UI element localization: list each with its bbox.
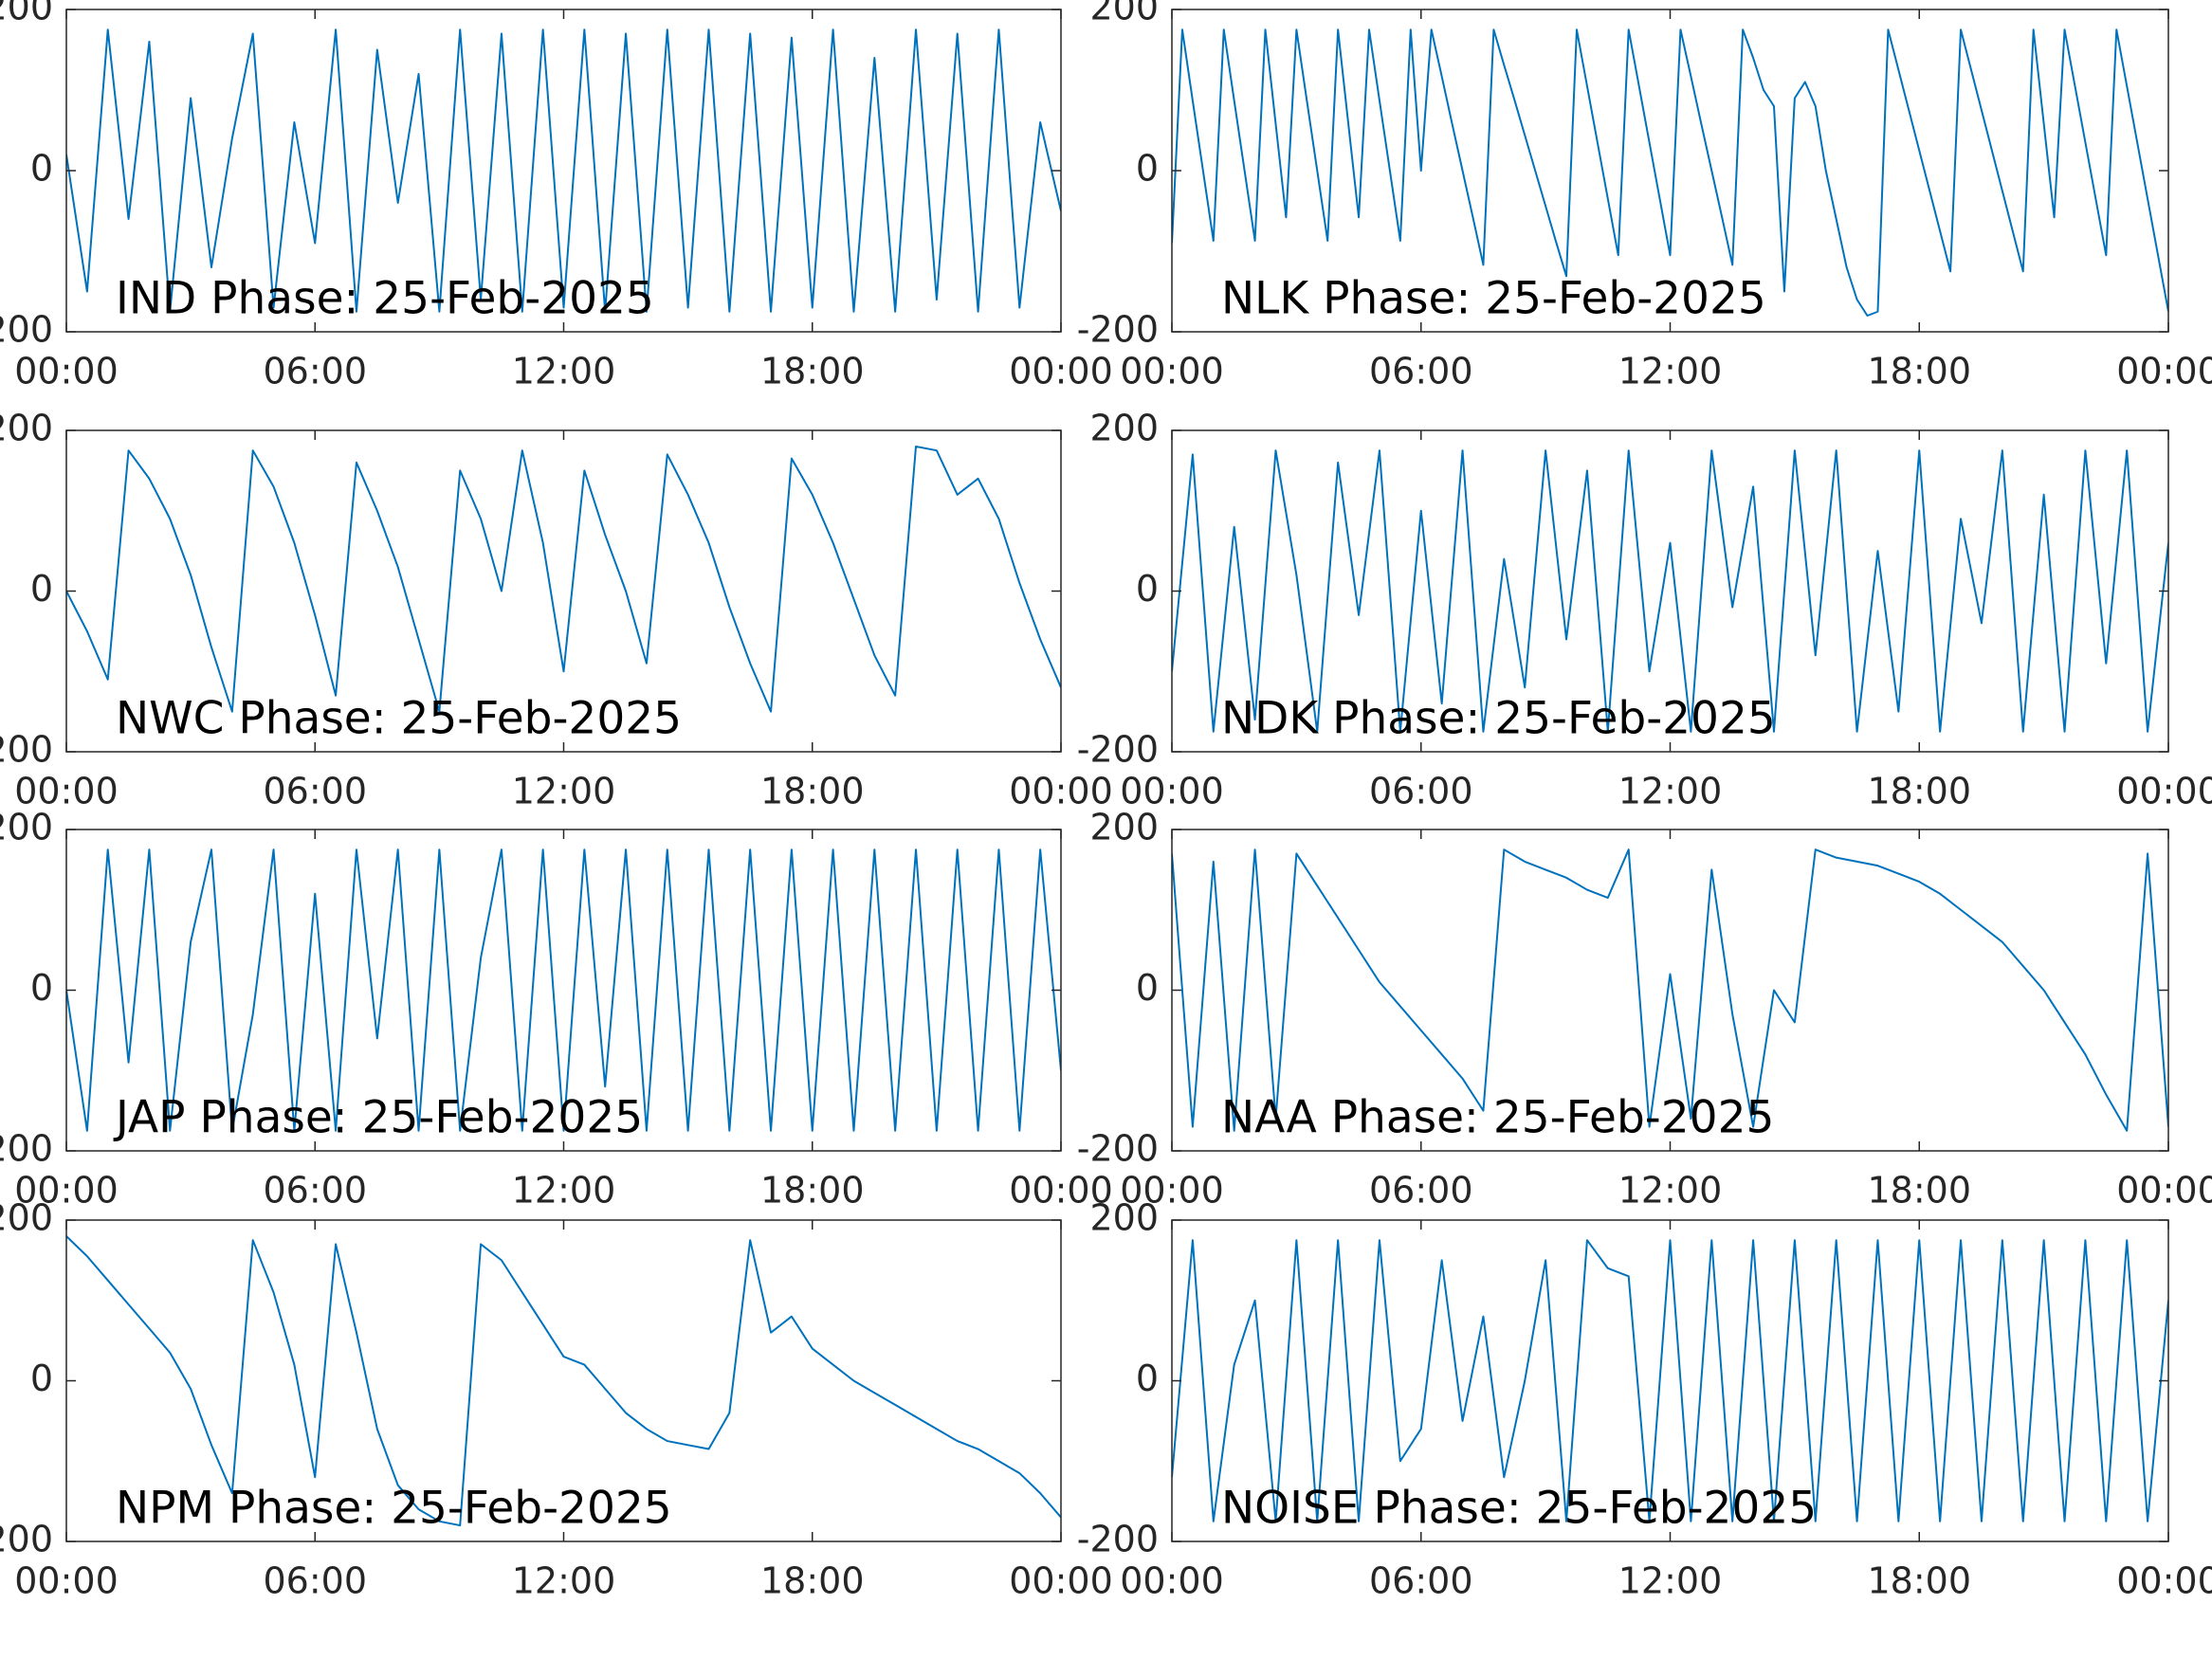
data-line bbox=[1172, 28, 2168, 317]
x-tick-label: 18:00 bbox=[760, 1170, 865, 1212]
y-tick-label: -200 bbox=[1077, 309, 1159, 351]
plot-area bbox=[1172, 28, 2168, 317]
y-tick-label: -200 bbox=[0, 1128, 53, 1170]
x-tick-label: 12:00 bbox=[512, 351, 616, 392]
chart-title: NPM Phase: 25-Feb-2025 bbox=[116, 1483, 672, 1535]
chart-title: JAP Phase: 25-Feb-2025 bbox=[113, 1092, 643, 1144]
x-tick-label: 18:00 bbox=[1867, 771, 1971, 812]
y-tick-label: 0 bbox=[1136, 148, 1159, 190]
x-tick-label: 12:00 bbox=[1618, 771, 1723, 812]
y-tick-label: 0 bbox=[1136, 568, 1159, 610]
data-line bbox=[66, 848, 1061, 1132]
data-line bbox=[1172, 449, 2168, 733]
y-tick-label: 0 bbox=[1136, 1358, 1159, 1399]
x-tick-label: 06:00 bbox=[263, 1170, 367, 1212]
y-tick-label: 0 bbox=[30, 568, 53, 610]
x-tick-label: 18:00 bbox=[1867, 351, 1971, 392]
x-tick-label: 06:00 bbox=[1369, 771, 1473, 812]
x-tick-label: 12:00 bbox=[1618, 1560, 1723, 1602]
x-tick-label: 00:00 bbox=[1120, 771, 1224, 812]
y-tick-label: 200 bbox=[1089, 1197, 1159, 1239]
x-tick-label: 12:00 bbox=[1618, 351, 1723, 392]
y-tick-label: 200 bbox=[0, 408, 53, 449]
y-tick-label: 200 bbox=[0, 0, 53, 28]
x-tick-label: 06:00 bbox=[263, 771, 367, 812]
x-tick-label: 06:00 bbox=[263, 351, 367, 392]
plot-area bbox=[1172, 848, 2168, 1132]
y-tick-label: 0 bbox=[30, 967, 53, 1009]
data-line bbox=[1172, 1239, 2168, 1522]
data-line bbox=[66, 1235, 1061, 1527]
x-tick-label: 18:00 bbox=[760, 351, 865, 392]
x-tick-label: 00:00 bbox=[1120, 1560, 1224, 1602]
x-tick-label: 00:00 bbox=[1009, 351, 1113, 392]
data-line bbox=[66, 445, 1061, 713]
chart-title: NOISE Phase: 25-Feb-2025 bbox=[1221, 1483, 1817, 1535]
x-tick-label: 00:00 bbox=[2116, 351, 2212, 392]
plot-area bbox=[66, 1235, 1061, 1527]
x-tick-label: 00:00 bbox=[1120, 351, 1224, 392]
chart-title: IND Phase: 25-Feb-2025 bbox=[116, 273, 654, 325]
x-tick-label: 00:00 bbox=[14, 1560, 119, 1602]
x-tick-label: 06:00 bbox=[263, 1560, 367, 1602]
y-tick-label: 200 bbox=[0, 807, 53, 848]
y-tick-label: 0 bbox=[1136, 967, 1159, 1009]
x-tick-label: 00:00 bbox=[2116, 1560, 2212, 1602]
x-tick-label: 00:00 bbox=[14, 771, 119, 812]
data-line bbox=[66, 28, 1061, 313]
x-tick-label: 00:00 bbox=[1120, 1170, 1224, 1212]
plot-area bbox=[1172, 449, 2168, 733]
x-tick-label: 06:00 bbox=[1369, 351, 1473, 392]
y-tick-label: -200 bbox=[0, 729, 53, 771]
x-tick-label: 00:00 bbox=[14, 1170, 119, 1212]
chart-title: NDK Phase: 25-Feb-2025 bbox=[1221, 693, 1776, 745]
chart-title: NWC Phase: 25-Feb-2025 bbox=[116, 693, 682, 745]
x-tick-label: 00:00 bbox=[2116, 1170, 2212, 1212]
x-tick-label: 18:00 bbox=[760, 1560, 865, 1602]
plot-area bbox=[66, 28, 1061, 313]
y-tick-label: 0 bbox=[30, 1358, 53, 1399]
x-tick-label: 06:00 bbox=[1369, 1170, 1473, 1212]
y-tick-label: -200 bbox=[1077, 1519, 1159, 1560]
y-tick-label: 0 bbox=[30, 148, 53, 190]
x-tick-label: 12:00 bbox=[512, 771, 616, 812]
y-tick-label: -200 bbox=[1077, 1128, 1159, 1170]
y-tick-label: 200 bbox=[1089, 807, 1159, 848]
y-tick-label: 200 bbox=[1089, 0, 1159, 28]
x-tick-label: 06:00 bbox=[1369, 1560, 1473, 1602]
y-tick-label: 200 bbox=[0, 1197, 53, 1239]
x-tick-label: 00:00 bbox=[14, 351, 119, 392]
plot-area bbox=[66, 445, 1061, 713]
x-tick-label: 12:00 bbox=[512, 1560, 616, 1602]
y-tick-label: -200 bbox=[0, 309, 53, 351]
x-tick-label: 12:00 bbox=[512, 1170, 616, 1212]
x-tick-label: 18:00 bbox=[1867, 1170, 1971, 1212]
chart-title: NLK Phase: 25-Feb-2025 bbox=[1221, 273, 1766, 325]
x-tick-label: 18:00 bbox=[760, 771, 865, 812]
chart-title: NAA Phase: 25-Feb-2025 bbox=[1221, 1092, 1774, 1144]
y-tick-label: 200 bbox=[1089, 408, 1159, 449]
plot-area bbox=[1172, 1239, 2168, 1522]
x-tick-label: 00:00 bbox=[1009, 1170, 1113, 1212]
y-tick-label: -200 bbox=[1077, 729, 1159, 771]
x-tick-label: 18:00 bbox=[1867, 1560, 1971, 1602]
plot-area bbox=[66, 848, 1061, 1132]
x-tick-label: 00:00 bbox=[1009, 771, 1113, 812]
y-tick-label: -200 bbox=[0, 1519, 53, 1560]
data-line bbox=[1172, 848, 2168, 1132]
x-tick-label: 00:00 bbox=[1009, 1560, 1113, 1602]
x-tick-label: 00:00 bbox=[2116, 771, 2212, 812]
x-tick-label: 12:00 bbox=[1618, 1170, 1723, 1212]
